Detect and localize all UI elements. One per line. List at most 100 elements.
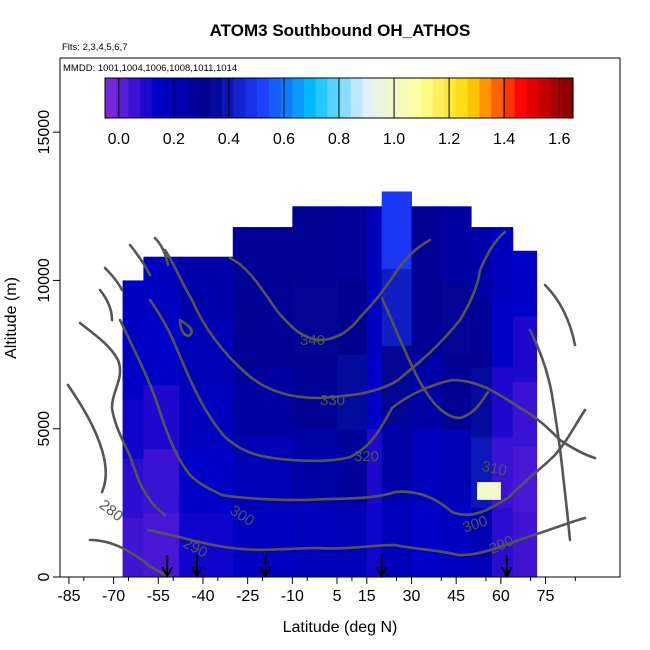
heatmap-cell bbox=[441, 280, 472, 356]
heatmap-cell bbox=[179, 512, 234, 577]
x-axis: -85 -70 -55 -40 -25 -10 5 15 30 45 60 75 bbox=[57, 577, 576, 605]
heatmap-cell bbox=[337, 280, 368, 356]
colorbar-swatch bbox=[222, 78, 235, 118]
heatmap-cell bbox=[337, 428, 368, 504]
x-tick-label: -40 bbox=[191, 588, 214, 605]
x-tick-label: -70 bbox=[102, 588, 125, 605]
colorbar-swatch bbox=[175, 78, 188, 118]
x-tick-label: -25 bbox=[236, 588, 259, 605]
x-tick-label: -85 bbox=[57, 588, 80, 605]
heatmap-cell bbox=[179, 448, 234, 514]
y-tick-label: 10000 bbox=[36, 258, 53, 303]
heatmap-cell bbox=[292, 428, 338, 504]
heatmap-cell bbox=[143, 448, 180, 514]
contour-label-320: 320 bbox=[354, 448, 379, 465]
contour-line bbox=[228, 238, 432, 342]
colorbar-swatch bbox=[491, 78, 504, 118]
heatmap-cell bbox=[381, 345, 412, 424]
colorbar-swatch bbox=[116, 78, 129, 118]
flights-subtitle: Flts: 2,3,4,5,6,7 bbox=[62, 42, 127, 53]
heatmap-cell bbox=[491, 297, 514, 368]
contour-label-280: 280 bbox=[96, 496, 126, 525]
contour-line bbox=[103, 266, 124, 292]
profile-markers bbox=[161, 555, 513, 579]
contour-line bbox=[148, 298, 597, 463]
heatmap-cell bbox=[512, 511, 538, 577]
heatmap-cell bbox=[512, 316, 538, 382]
plot-frame bbox=[59, 57, 621, 578]
contour-line bbox=[380, 296, 490, 420]
colorbar-swatch bbox=[245, 78, 258, 118]
colorbar-tick-label: 0.8 bbox=[328, 131, 350, 148]
colorbar-tick-label: 0.4 bbox=[218, 131, 240, 148]
heatmap-cell bbox=[337, 502, 368, 577]
y-axis-label: Altitude (m) bbox=[3, 277, 20, 359]
profile-marker-arrowhead bbox=[259, 566, 272, 579]
x-tick-label: 5 bbox=[333, 588, 342, 605]
contour-line bbox=[153, 236, 170, 267]
profile-marker-arrowhead bbox=[375, 566, 388, 579]
colorbar-tick-label: 0.6 bbox=[273, 131, 295, 148]
heatmap-hotspot bbox=[477, 482, 501, 500]
colorbar-swatch bbox=[163, 78, 176, 118]
colorbar-swatch bbox=[456, 78, 469, 118]
colorbar-swatch bbox=[420, 78, 434, 118]
heatmap-cell bbox=[366, 502, 383, 577]
colorbar-tick-label: 0.2 bbox=[163, 131, 185, 148]
heatmap-cell bbox=[491, 227, 514, 298]
colorbar-swatch bbox=[444, 78, 457, 118]
x-tick-label: 60 bbox=[492, 588, 510, 605]
colorbar-swatch bbox=[186, 78, 200, 118]
profile-marker-arrowhead bbox=[161, 566, 174, 579]
x-tick-label: -55 bbox=[147, 588, 170, 605]
x-tick-label: -10 bbox=[281, 588, 304, 605]
heatmap-cell bbox=[512, 381, 538, 448]
dates-subtitle: MMDD: 1001,1004,1006,1008,1011,1014 bbox=[63, 63, 237, 74]
contour-line bbox=[543, 283, 577, 347]
heatmap-cell bbox=[471, 227, 493, 298]
x-tick-label: 30 bbox=[403, 588, 421, 605]
heatmap-cell bbox=[471, 507, 493, 577]
heatmap-cell bbox=[411, 502, 442, 577]
heatmap-cell bbox=[337, 206, 368, 281]
heatmap-cell bbox=[366, 354, 383, 430]
colorbar-swatch bbox=[549, 78, 562, 118]
heatmap-cell bbox=[441, 206, 472, 281]
colorbar-swatch bbox=[350, 78, 363, 118]
contour-line bbox=[178, 318, 193, 337]
profile-marker-arrowhead bbox=[500, 566, 513, 579]
heatmap-cell bbox=[512, 446, 538, 513]
heatmap-cell bbox=[292, 502, 338, 577]
colorbar-swatch bbox=[268, 78, 282, 118]
heatmap-cell bbox=[381, 499, 412, 577]
heatmap-cell bbox=[122, 280, 144, 341]
colorbar-swatch bbox=[198, 78, 211, 118]
contour-line bbox=[163, 230, 507, 400]
colorbar-swatch bbox=[409, 78, 422, 118]
contour-label-300-right: 300 bbox=[461, 513, 490, 537]
heatmap-cell bbox=[179, 384, 234, 450]
colorbar-swatch bbox=[514, 78, 527, 118]
x-tick-label: 75 bbox=[537, 588, 555, 605]
x-axis-label: Latitude (deg N) bbox=[283, 619, 398, 636]
y-tick-label: 0 bbox=[36, 572, 53, 581]
contour-lines bbox=[66, 230, 597, 577]
contour-line bbox=[118, 318, 587, 517]
heatmap-cell bbox=[411, 280, 442, 356]
colorbar-swatch bbox=[210, 78, 223, 118]
heatmap-cell bbox=[366, 280, 383, 356]
colorbar-swatch bbox=[257, 78, 270, 118]
colorbar-swatch bbox=[315, 78, 328, 118]
colorbar-swatch bbox=[502, 78, 516, 118]
heatmap-cell bbox=[471, 297, 493, 368]
heatmap-cell bbox=[143, 512, 180, 577]
contour-line bbox=[66, 383, 108, 494]
heatmap-cell bbox=[232, 297, 293, 368]
heatmap-cell bbox=[381, 422, 412, 501]
heatmap-field bbox=[122, 191, 538, 577]
colorbar-swatch bbox=[479, 78, 492, 118]
contour-line bbox=[88, 538, 174, 577]
colorbar-swatch bbox=[385, 78, 399, 118]
heatmap-cell bbox=[292, 206, 338, 281]
heatmap-cell bbox=[441, 428, 472, 504]
